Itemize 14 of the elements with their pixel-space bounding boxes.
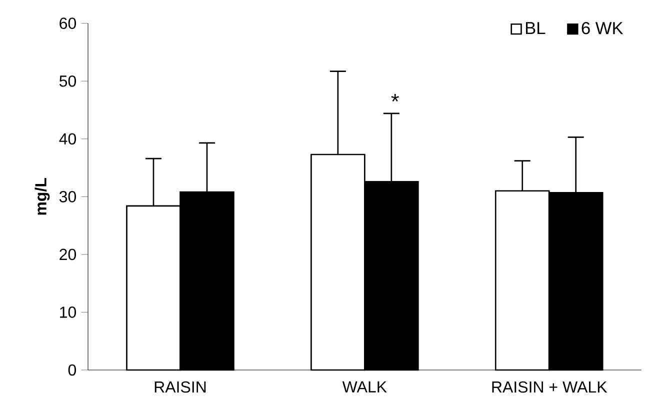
y-tick-label: 10 bbox=[60, 306, 76, 318]
x-tick-label: WALK bbox=[342, 381, 387, 392]
annotation: * bbox=[391, 94, 399, 102]
x-tick-label: RAISIN bbox=[154, 381, 206, 393]
y-tick-label: 40 bbox=[59, 133, 76, 145]
y-axis-title: mg/L bbox=[34, 178, 50, 215]
y-tick-label: 30 bbox=[59, 191, 76, 202]
x-tick-label: RAISIN + WALK bbox=[492, 381, 608, 393]
y-tick-label: 50 bbox=[59, 75, 76, 87]
y-tick-label: 0 bbox=[68, 364, 76, 376]
legend-label: 6 WK bbox=[582, 22, 624, 34]
y-tick-label: 60 bbox=[60, 18, 76, 29]
legend-label: BL bbox=[526, 22, 546, 34]
y-tick-label: 20 bbox=[60, 248, 76, 260]
